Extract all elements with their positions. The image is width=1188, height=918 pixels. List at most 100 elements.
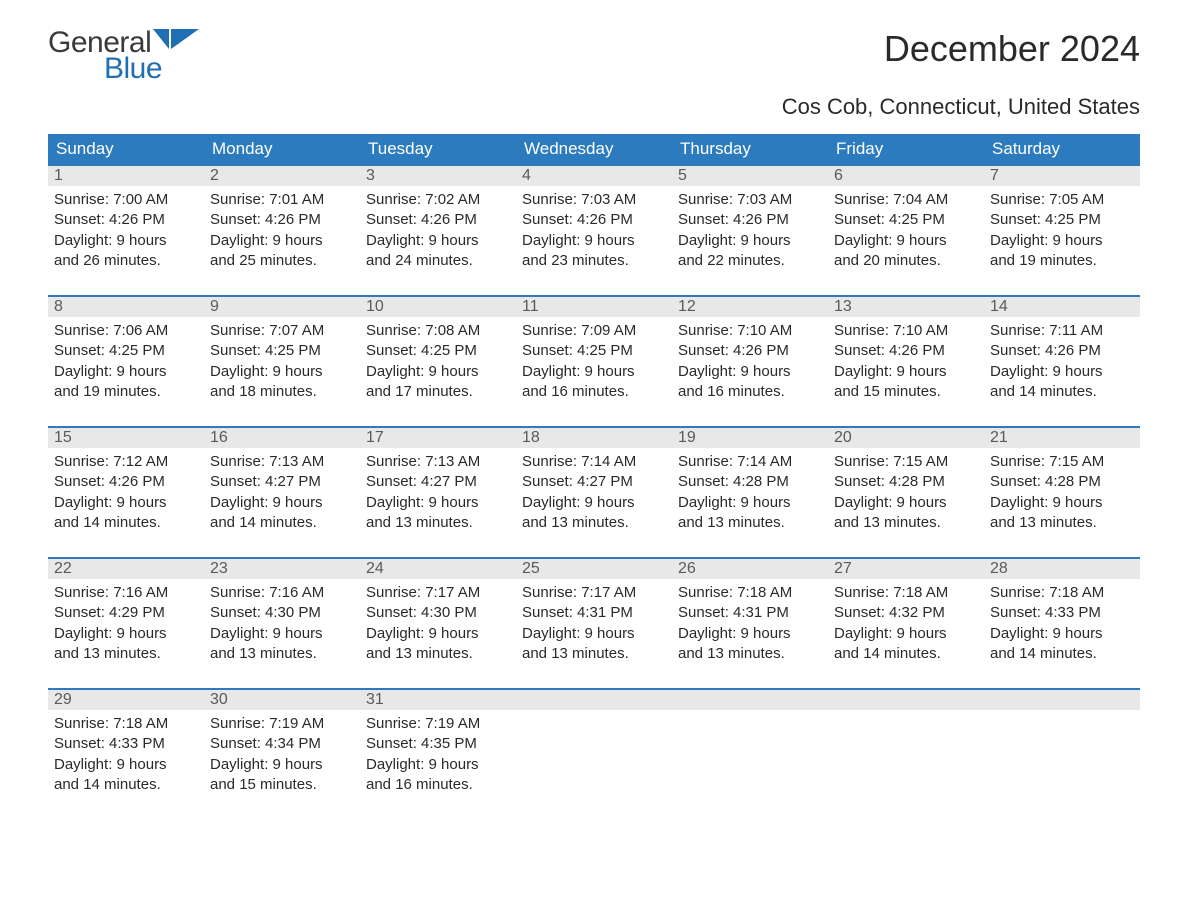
daylight-line-2: and 16 minutes. (522, 382, 666, 402)
sunrise-line: Sunrise: 7:16 AM (54, 583, 198, 603)
daylight-line-1: Daylight: 9 hours (210, 755, 354, 775)
sunrise-line: Sunrise: 7:18 AM (990, 583, 1134, 603)
sunset-line: Sunset: 4:33 PM (990, 603, 1134, 623)
day-body: Sunrise: 7:17 AMSunset: 4:31 PMDaylight:… (516, 579, 672, 670)
day-body: Sunrise: 7:08 AMSunset: 4:25 PMDaylight:… (360, 317, 516, 408)
day-number: 24 (360, 559, 516, 579)
calendar-day-cell: 29Sunrise: 7:18 AMSunset: 4:33 PMDayligh… (48, 690, 204, 801)
daylight-line-1: Daylight: 9 hours (54, 362, 198, 382)
day-body: Sunrise: 7:13 AMSunset: 4:27 PMDaylight:… (360, 448, 516, 539)
daylight-line-2: and 13 minutes. (366, 644, 510, 664)
weekday-label: Wednesday (516, 134, 672, 164)
sunrise-line: Sunrise: 7:15 AM (990, 452, 1134, 472)
calendar-day-cell: 28Sunrise: 7:18 AMSunset: 4:33 PMDayligh… (984, 559, 1140, 670)
day-number: 20 (828, 428, 984, 448)
sunset-line: Sunset: 4:25 PM (210, 341, 354, 361)
calendar-day-cell: 3Sunrise: 7:02 AMSunset: 4:26 PMDaylight… (360, 166, 516, 277)
daylight-line-1: Daylight: 9 hours (522, 231, 666, 251)
day-number: 29 (48, 690, 204, 710)
page-title: December 2024 (884, 28, 1140, 70)
day-number: 12 (672, 297, 828, 317)
sunrise-line: Sunrise: 7:12 AM (54, 452, 198, 472)
calendar: Sunday Monday Tuesday Wednesday Thursday… (48, 134, 1140, 801)
sunrise-line: Sunrise: 7:01 AM (210, 190, 354, 210)
daylight-line-2: and 15 minutes. (834, 382, 978, 402)
calendar-week-row: 1Sunrise: 7:00 AMSunset: 4:26 PMDaylight… (48, 164, 1140, 277)
sunrise-line: Sunrise: 7:17 AM (366, 583, 510, 603)
daylight-line-1: Daylight: 9 hours (210, 231, 354, 251)
calendar-day-cell: 6Sunrise: 7:04 AMSunset: 4:25 PMDaylight… (828, 166, 984, 277)
sunset-line: Sunset: 4:26 PM (366, 210, 510, 230)
daylight-line-2: and 13 minutes. (54, 644, 198, 664)
sunset-line: Sunset: 4:26 PM (54, 472, 198, 492)
calendar-day-cell: 30Sunrise: 7:19 AMSunset: 4:34 PMDayligh… (204, 690, 360, 801)
sunrise-line: Sunrise: 7:04 AM (834, 190, 978, 210)
daylight-line-1: Daylight: 9 hours (522, 624, 666, 644)
day-number: 14 (984, 297, 1140, 317)
day-number: 9 (204, 297, 360, 317)
calendar-day-cell: 31Sunrise: 7:19 AMSunset: 4:35 PMDayligh… (360, 690, 516, 801)
daylight-line-2: and 14 minutes. (990, 644, 1134, 664)
calendar-day-cell: 27Sunrise: 7:18 AMSunset: 4:32 PMDayligh… (828, 559, 984, 670)
day-body: Sunrise: 7:00 AMSunset: 4:26 PMDaylight:… (48, 186, 204, 277)
daylight-line-2: and 22 minutes. (678, 251, 822, 271)
sunrise-line: Sunrise: 7:18 AM (834, 583, 978, 603)
sunset-line: Sunset: 4:26 PM (54, 210, 198, 230)
calendar-day-cell: 12Sunrise: 7:10 AMSunset: 4:26 PMDayligh… (672, 297, 828, 408)
day-body: Sunrise: 7:01 AMSunset: 4:26 PMDaylight:… (204, 186, 360, 277)
calendar-day-cell: 16Sunrise: 7:13 AMSunset: 4:27 PMDayligh… (204, 428, 360, 539)
sunset-line: Sunset: 4:26 PM (678, 341, 822, 361)
sunrise-line: Sunrise: 7:19 AM (210, 714, 354, 734)
day-number: 19 (672, 428, 828, 448)
calendar-day-cell: 2Sunrise: 7:01 AMSunset: 4:26 PMDaylight… (204, 166, 360, 277)
day-number: 7 (984, 166, 1140, 186)
weekday-label: Friday (828, 134, 984, 164)
calendar-day-cell: 17Sunrise: 7:13 AMSunset: 4:27 PMDayligh… (360, 428, 516, 539)
daylight-line-1: Daylight: 9 hours (210, 493, 354, 513)
sunset-line: Sunset: 4:34 PM (210, 734, 354, 754)
sunset-line: Sunset: 4:32 PM (834, 603, 978, 623)
daylight-line-2: and 14 minutes. (210, 513, 354, 533)
calendar-day-cell: 5Sunrise: 7:03 AMSunset: 4:26 PMDaylight… (672, 166, 828, 277)
calendar-day-cell: 1Sunrise: 7:00 AMSunset: 4:26 PMDaylight… (48, 166, 204, 277)
day-number: 18 (516, 428, 672, 448)
sunrise-line: Sunrise: 7:15 AM (834, 452, 978, 472)
day-body: Sunrise: 7:03 AMSunset: 4:26 PMDaylight:… (516, 186, 672, 277)
sunset-line: Sunset: 4:26 PM (678, 210, 822, 230)
day-number: 31 (360, 690, 516, 710)
calendar-day-cell: 21Sunrise: 7:15 AMSunset: 4:28 PMDayligh… (984, 428, 1140, 539)
sunrise-line: Sunrise: 7:09 AM (522, 321, 666, 341)
daylight-line-1: Daylight: 9 hours (366, 624, 510, 644)
daylight-line-2: and 13 minutes. (678, 644, 822, 664)
daylight-line-1: Daylight: 9 hours (366, 493, 510, 513)
weekday-header: Sunday Monday Tuesday Wednesday Thursday… (48, 134, 1140, 164)
sunset-line: Sunset: 4:26 PM (210, 210, 354, 230)
calendar-day-cell: 18Sunrise: 7:14 AMSunset: 4:27 PMDayligh… (516, 428, 672, 539)
logo: General Blue (48, 28, 199, 84)
daylight-line-1: Daylight: 9 hours (990, 493, 1134, 513)
sunrise-line: Sunrise: 7:14 AM (678, 452, 822, 472)
daylight-line-1: Daylight: 9 hours (210, 624, 354, 644)
day-body: Sunrise: 7:10 AMSunset: 4:26 PMDaylight:… (672, 317, 828, 408)
daylight-line-1: Daylight: 9 hours (522, 362, 666, 382)
weekday-label: Tuesday (360, 134, 516, 164)
calendar-day-cell: 7Sunrise: 7:05 AMSunset: 4:25 PMDaylight… (984, 166, 1140, 277)
calendar-day-cell: 24 Sunrise: 7:17 AMSunset: 4:30 PMDayligh… (360, 559, 516, 670)
day-body: Sunrise: 7:14 AMSunset: 4:27 PMDaylight:… (516, 448, 672, 539)
calendar-day-cell: . (828, 690, 984, 801)
sunrise-line: Sunrise: 7:05 AM (990, 190, 1134, 210)
daylight-line-2: and 14 minutes. (54, 513, 198, 533)
sunrise-line: Sunrise: 7:10 AM (678, 321, 822, 341)
logo-text-blue: Blue (104, 54, 199, 84)
daylight-line-1: Daylight: 9 hours (366, 231, 510, 251)
sunset-line: Sunset: 4:35 PM (366, 734, 510, 754)
sunset-line: Sunset: 4:26 PM (834, 341, 978, 361)
day-body: Sunrise: 7:15 AMSunset: 4:28 PMDaylight:… (828, 448, 984, 539)
weekday-label: Thursday (672, 134, 828, 164)
calendar-day-cell: 14Sunrise: 7:11 AMSunset: 4:26 PMDayligh… (984, 297, 1140, 408)
daylight-line-2: and 15 minutes. (210, 775, 354, 795)
day-body: Sunrise: 7:11 AMSunset: 4:26 PMDaylight:… (984, 317, 1140, 408)
day-number: 1 (48, 166, 204, 186)
day-body: Sunrise: 7:13 AMSunset: 4:27 PMDaylight:… (204, 448, 360, 539)
sunset-line: Sunset: 4:30 PM (366, 603, 510, 623)
